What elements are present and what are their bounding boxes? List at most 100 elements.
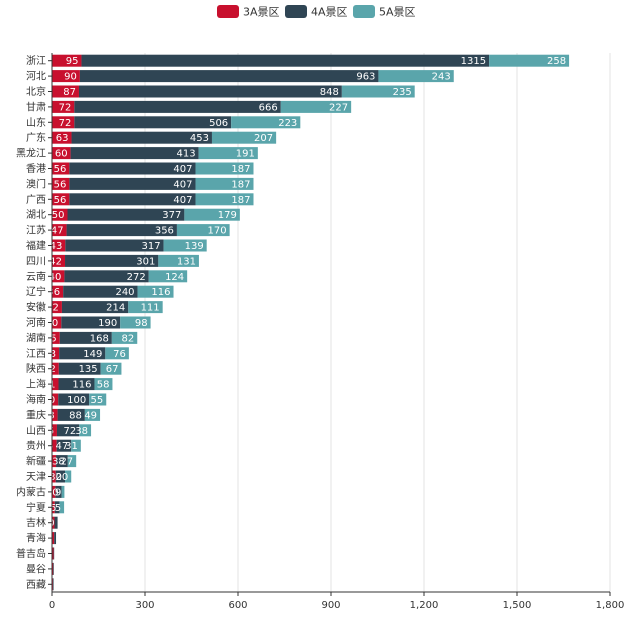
- x-tick-label-5: 1,500: [503, 600, 532, 611]
- data-label-0-7: 56: [54, 164, 67, 175]
- bar-2-26: [67, 455, 77, 468]
- data-label-2-1: 243: [432, 72, 451, 83]
- bar-1-19: [59, 347, 106, 360]
- bar-0-31: [52, 532, 55, 545]
- bar-1-26: [56, 455, 68, 468]
- data-label-1-16: 214: [106, 303, 125, 314]
- data-label-1-18: 168: [90, 333, 109, 344]
- data-label-1-11: 356: [155, 226, 174, 237]
- data-label-2-16: 111: [141, 303, 160, 314]
- bar-1-7: [69, 162, 196, 175]
- axes: 浙江河北北京甘肃山东广东黑龙江香港澳门广西湖北江苏福建四川云南辽宁安徽河南湖南江…: [16, 53, 624, 611]
- data-label-0-13: 42: [49, 256, 62, 267]
- data-label-2-25: 31: [65, 441, 78, 452]
- bar-1-13: [65, 254, 159, 267]
- bar-0-14: [52, 270, 65, 283]
- data-label-2-11: 170: [208, 226, 227, 237]
- category-label-1: 河北: [26, 71, 46, 83]
- data-label-1-2: 848: [320, 87, 339, 98]
- data-label-1-8: 407: [173, 179, 192, 190]
- bar-2-18: [111, 331, 138, 344]
- bar-1-30: [54, 516, 58, 529]
- data-label-0-24: 16: [41, 426, 54, 437]
- data-label-2-9: 187: [231, 195, 250, 206]
- bar-1-31: [54, 532, 57, 545]
- bar-2-17: [120, 316, 151, 329]
- data-label-0-25: 15: [41, 441, 54, 452]
- legend-label-1: 4A景区: [311, 6, 348, 19]
- data-label-1-17: 190: [98, 318, 117, 329]
- data-label-2-26: 27: [60, 457, 73, 468]
- bar-1-28: [55, 485, 62, 498]
- data-label-0-28: 11: [40, 487, 53, 498]
- category-label-5: 广东: [26, 131, 46, 144]
- bar-1-24: [56, 424, 80, 437]
- data-label-1-1: 963: [356, 72, 375, 83]
- data-label-1-27: 30: [49, 472, 62, 483]
- data-label-1-32: 2: [45, 549, 51, 560]
- bar-2-8: [195, 177, 254, 190]
- data-label-2-18: 82: [122, 333, 135, 344]
- data-label-1-10: 377: [162, 210, 181, 221]
- bar-2-13: [158, 254, 199, 267]
- bar-1-25: [56, 439, 72, 452]
- bar-2-15: [137, 285, 174, 298]
- data-label-1-19: 149: [83, 349, 102, 360]
- bar-1-17: [61, 316, 121, 329]
- data-label-1-4: 506: [209, 118, 228, 129]
- category-label-2: 北京: [26, 85, 46, 98]
- category-label-10: 湖北: [26, 209, 46, 221]
- bar-0-21: [52, 378, 59, 391]
- bar-2-25: [71, 439, 81, 452]
- data-label-1-34: 2: [44, 580, 50, 591]
- bar-0-24: [52, 424, 57, 437]
- data-label-0-22: 20: [42, 395, 55, 406]
- bar-0-16: [52, 301, 62, 314]
- legend: 3A景区 4A景区 5A景区: [217, 5, 416, 19]
- bar-2-3: [280, 100, 352, 113]
- bar-0-17: [52, 316, 62, 329]
- data-label-1-23: 88: [69, 410, 82, 421]
- bar-2-1: [378, 70, 454, 83]
- bar-0-29: [52, 501, 55, 514]
- data-label-0-18: 25: [44, 333, 57, 344]
- category-label-23: 重庆: [26, 408, 46, 421]
- category-label-34: 西藏: [26, 579, 46, 591]
- bar-1-33: [53, 562, 54, 575]
- data-label-1-13: 301: [136, 256, 155, 267]
- category-label-12: 福建: [26, 239, 46, 252]
- data-label-1-6: 413: [177, 149, 196, 160]
- bar-0-19: [52, 347, 60, 360]
- data-label-1-24: 72: [64, 426, 77, 437]
- bar-0-1: [52, 70, 80, 83]
- bar-0-0: [52, 54, 82, 67]
- bar-1-8: [69, 177, 196, 190]
- bar-0-6: [52, 147, 71, 160]
- bar-0-4: [52, 116, 75, 129]
- bar-2-21: [94, 378, 113, 391]
- bar-1-12: [65, 239, 164, 252]
- data-label-1-33: 2: [44, 564, 50, 575]
- data-label-0-4: 72: [59, 118, 72, 129]
- bar-0-13: [52, 254, 66, 267]
- bar-1-15: [63, 285, 138, 298]
- bar-2-14: [148, 270, 188, 283]
- data-label-0-34: 3: [44, 580, 50, 591]
- data-label-2-19: 76: [113, 349, 126, 360]
- x-tick-label-6: 1,800: [596, 600, 625, 611]
- bar-1-20: [58, 362, 101, 375]
- data-label-0-16: 32: [46, 303, 59, 314]
- data-label-2-14: 124: [165, 272, 184, 283]
- data-label-0-27: 12: [40, 472, 53, 483]
- bar-0-27: [52, 470, 56, 483]
- legend-swatch-0: [217, 5, 239, 18]
- data-label-2-15: 116: [151, 287, 170, 298]
- data-label-0-19: 23: [43, 349, 56, 360]
- bar-2-10: [184, 208, 240, 221]
- category-label-6: 黑龙江: [16, 147, 46, 160]
- data-label-2-2: 235: [393, 87, 412, 98]
- data-label-1-15: 240: [115, 287, 134, 298]
- data-label-0-15: 36: [47, 287, 60, 298]
- bar-0-23: [52, 408, 58, 421]
- bar-2-22: [89, 393, 107, 406]
